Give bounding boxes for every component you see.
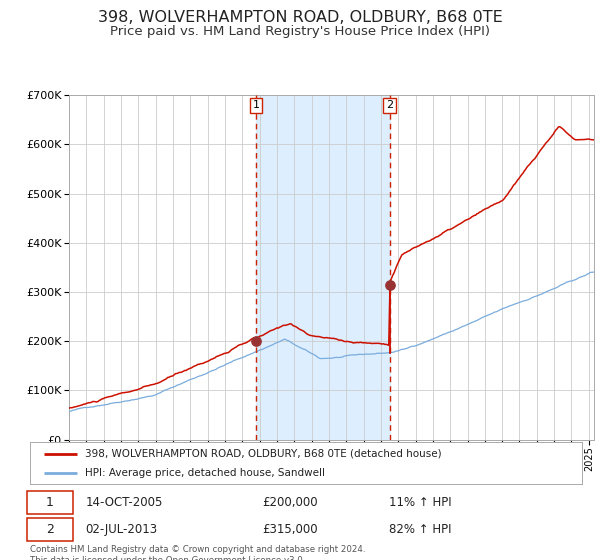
Point [385, 280, 394, 289]
Point [251, 337, 261, 346]
Text: 398, WOLVERHAMPTON ROAD, OLDBURY, B68 0TE: 398, WOLVERHAMPTON ROAD, OLDBURY, B68 0T… [98, 10, 502, 25]
Text: 11% ↑ HPI: 11% ↑ HPI [389, 496, 451, 509]
Text: 2: 2 [386, 100, 393, 110]
Text: 2: 2 [46, 523, 54, 536]
Text: 398, WOLVERHAMPTON ROAD, OLDBURY, B68 0TE (detached house): 398, WOLVERHAMPTON ROAD, OLDBURY, B68 0T… [85, 449, 442, 459]
Text: 82% ↑ HPI: 82% ↑ HPI [389, 523, 451, 536]
FancyBboxPatch shape [27, 518, 73, 542]
Text: HPI: Average price, detached house, Sandwell: HPI: Average price, detached house, Sand… [85, 468, 325, 478]
Text: 1: 1 [46, 496, 54, 509]
Text: Contains HM Land Registry data © Crown copyright and database right 2024.
This d: Contains HM Land Registry data © Crown c… [30, 545, 365, 560]
Text: 14-OCT-2005: 14-OCT-2005 [85, 496, 163, 509]
Text: Price paid vs. HM Land Registry's House Price Index (HPI): Price paid vs. HM Land Registry's House … [110, 25, 490, 38]
Text: £315,000: £315,000 [262, 523, 317, 536]
Text: £200,000: £200,000 [262, 496, 317, 509]
FancyBboxPatch shape [27, 491, 73, 514]
Bar [256, 95, 389, 440]
Text: 1: 1 [253, 100, 259, 110]
Text: 02-JUL-2013: 02-JUL-2013 [85, 523, 157, 536]
